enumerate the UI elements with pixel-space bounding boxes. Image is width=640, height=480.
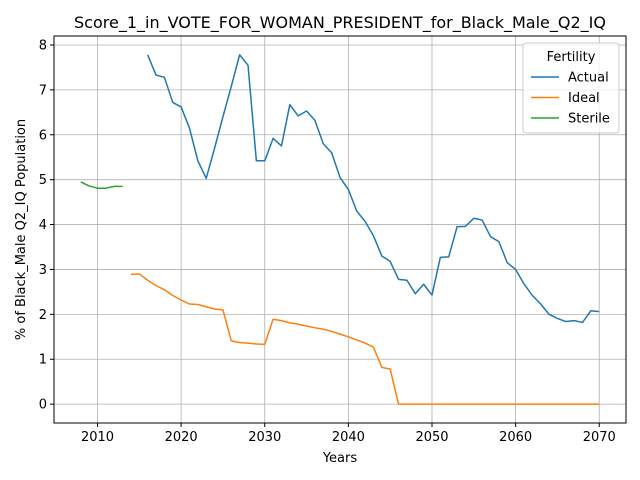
series-line-ideal	[130, 273, 600, 405]
legend-title: Fertility	[547, 50, 596, 65]
series-line-sterile	[80, 181, 123, 189]
y-tick-label: 5	[39, 173, 47, 188]
y-axis-title: % of Black_Male Q2_IQ Population	[14, 119, 29, 340]
x-tick-label: 2050	[415, 430, 448, 445]
x-tick-label: 2020	[165, 430, 198, 445]
y-tick-label: 0	[39, 398, 47, 413]
chart-title: Score_1_in_VOTE_FOR_WOMAN_PRESIDENT_for_…	[74, 13, 606, 33]
legend-box	[522, 42, 620, 134]
series-lines	[80, 54, 600, 405]
series-line-actual	[146, 54, 600, 324]
legend-label-actual: Actual	[568, 71, 609, 86]
x-tick-label: 2070	[583, 430, 616, 445]
y-tick-label: 1	[39, 353, 47, 368]
y-tick-label: 7	[39, 83, 47, 98]
x-tick-label: 2040	[332, 430, 365, 445]
x-tick-label: 2060	[499, 430, 532, 445]
y-tick-label: 2	[39, 308, 47, 323]
y-tick-label: 6	[39, 128, 47, 143]
x-tick-label: 2030	[248, 430, 281, 445]
legend-label-ideal: Ideal	[568, 91, 600, 106]
y-tick-label: 4	[39, 218, 47, 233]
legend-label-sterile: Sterile	[568, 112, 610, 127]
legend-entries: Actual Ideal Sterile	[531, 71, 610, 127]
x-axis-title: Years	[322, 451, 358, 466]
plot-frame	[53, 35, 627, 424]
legend: Fertility Actual Ideal Sterile	[522, 42, 620, 134]
y-tick-label: 3	[39, 263, 47, 278]
grid	[54, 36, 626, 423]
axis-ticks: 2010 2020 2030 2040 2050 2060 2070 0 1 2 3 4 5 6 7 8	[39, 38, 616, 445]
x-tick-label: 2010	[81, 430, 114, 445]
y-tick-label: 8	[39, 38, 47, 53]
